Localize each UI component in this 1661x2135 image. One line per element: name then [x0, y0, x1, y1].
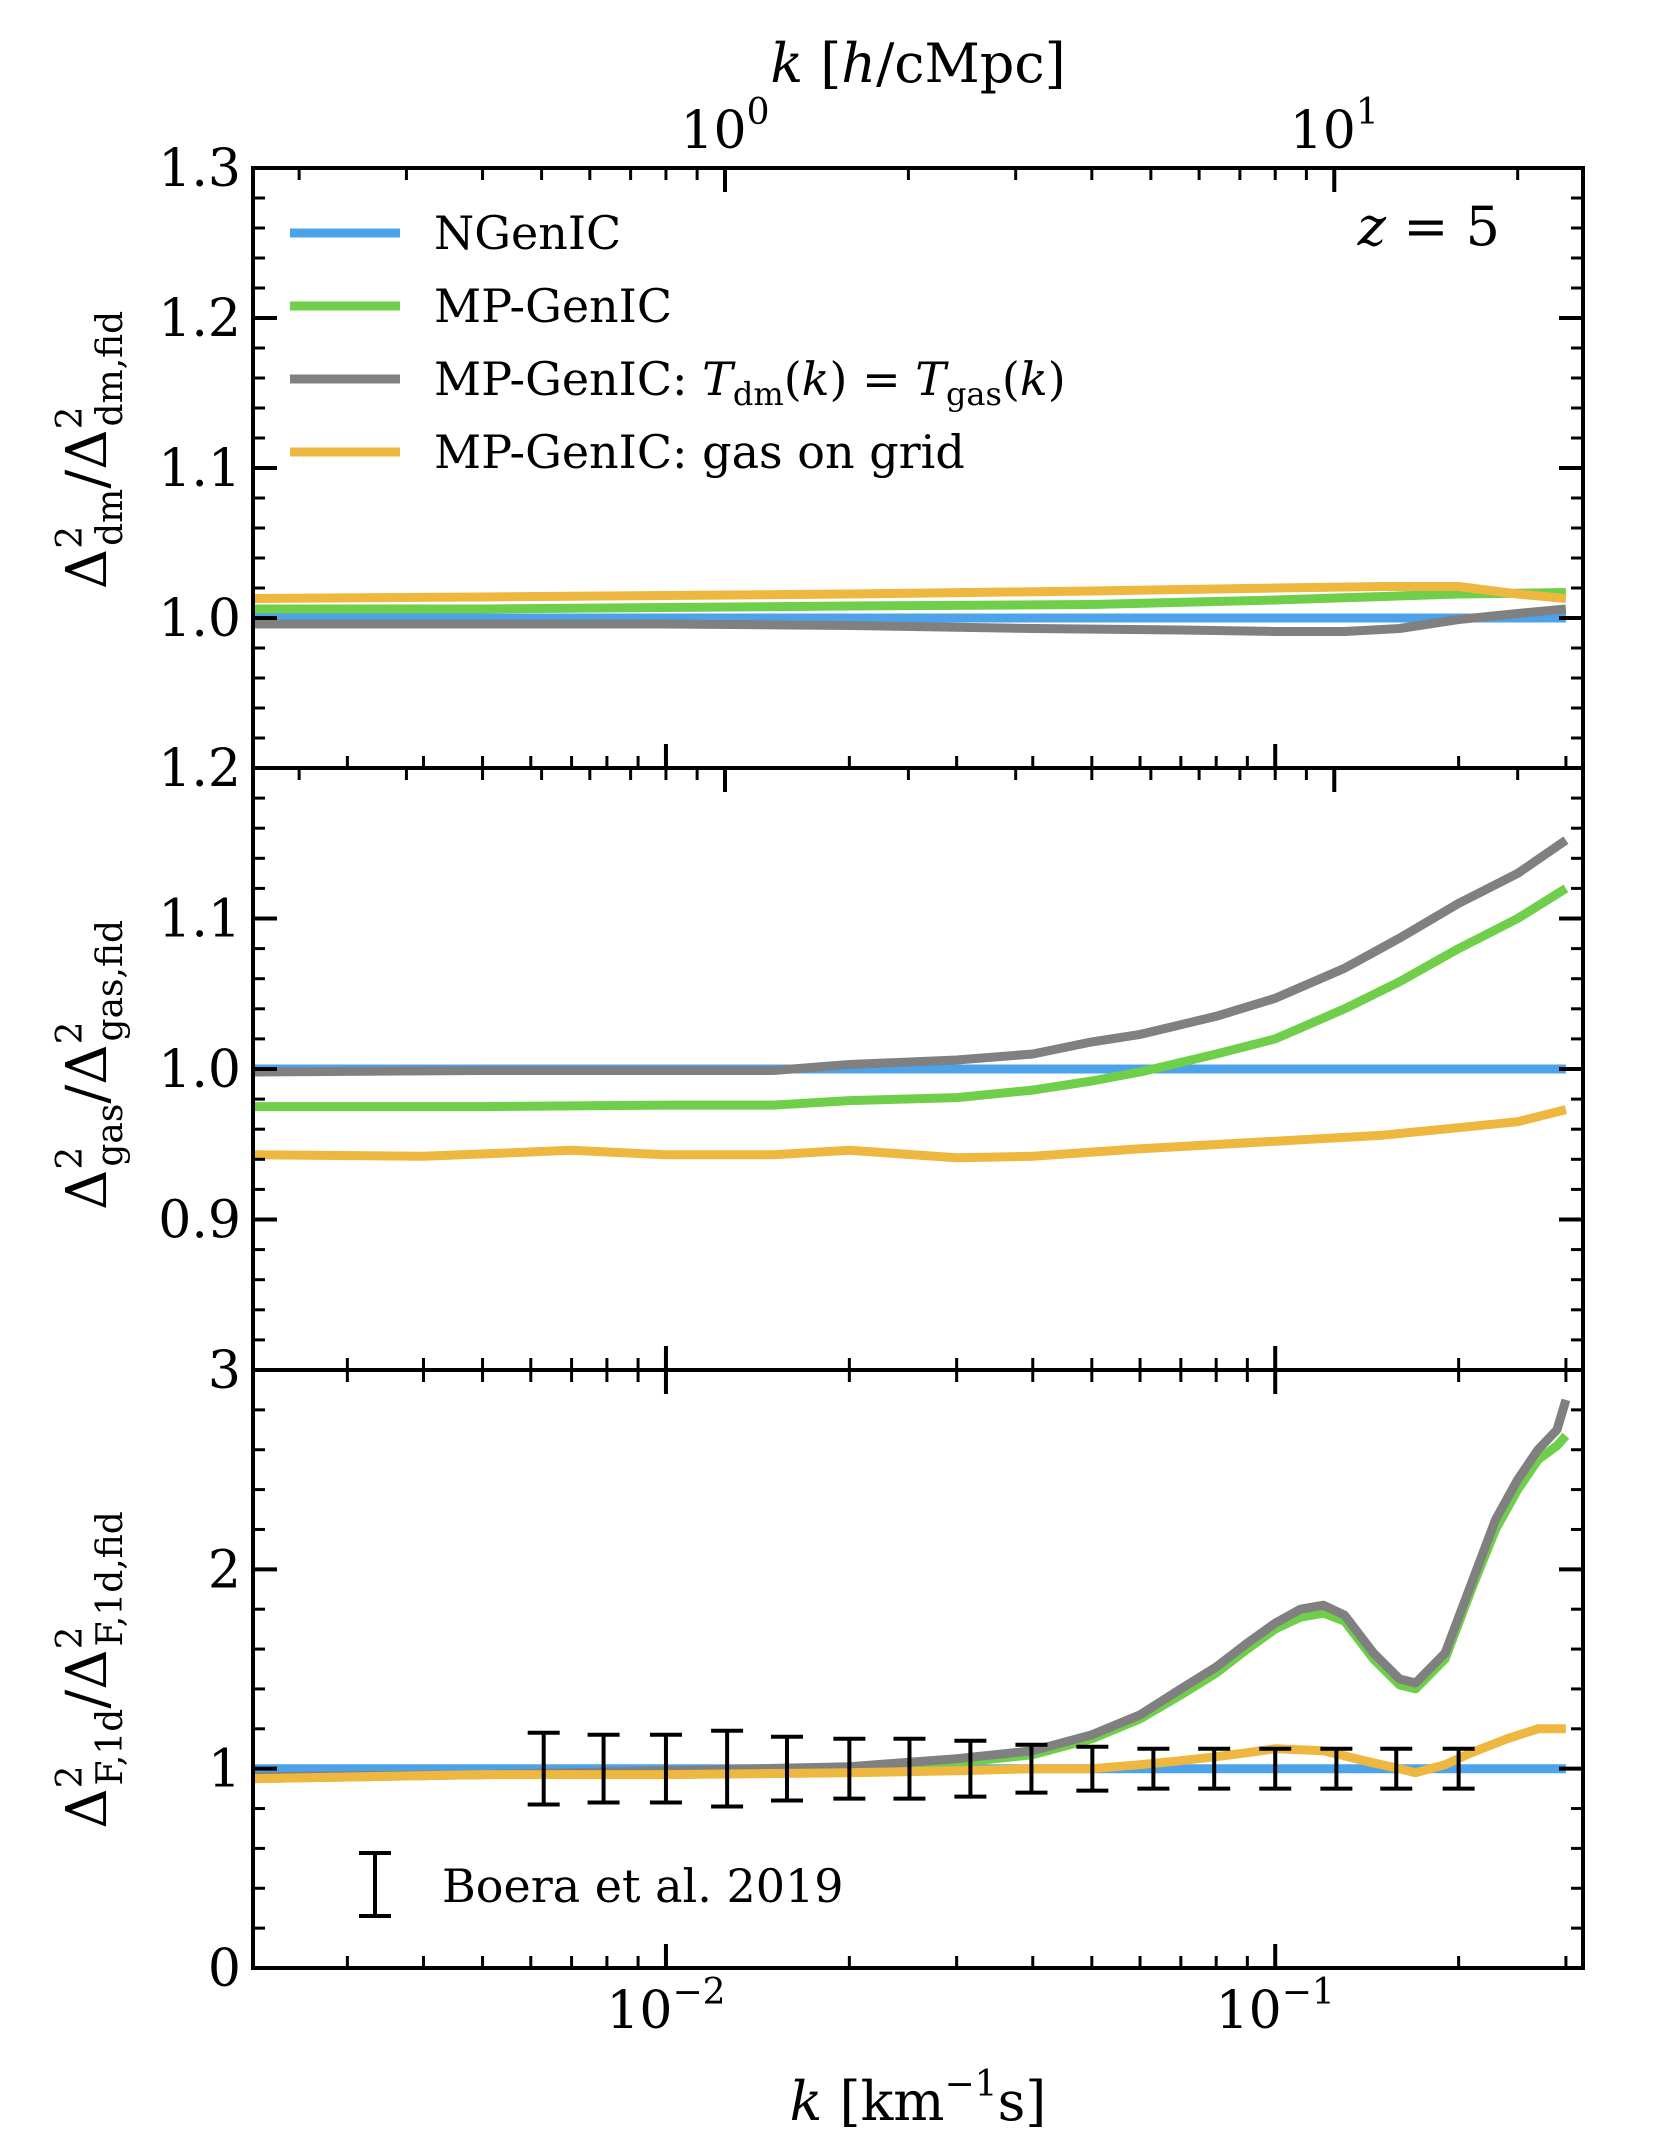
top-xtick-label: 101: [1290, 92, 1379, 161]
ytick-label-top: 1.0: [158, 589, 241, 649]
panel-top: 1.0 1.1 1.2 1.3 100 101: [158, 92, 1585, 770]
legend-label: MP-GenIC: [434, 279, 672, 333]
series-line-mp-genic-panel-middle: [253, 884, 1569, 1112]
panel-middle: 0.9 1.0 1.1 1.2: [158, 739, 1585, 1372]
series-line-mp-genic-panel-top: [253, 588, 1566, 614]
errorbar-legend-label: Boera et al. 2019: [442, 1859, 844, 1913]
ytick-label-middle: 1.0: [158, 1040, 241, 1100]
ytick-label-middle: 1.1: [158, 890, 241, 950]
errorbar-point: [1442, 1746, 1475, 1791]
legend-label: MP-GenIC: Tdm(k) = Tgas(k): [434, 352, 1066, 413]
errorbar-point: [1015, 1742, 1048, 1795]
ytick-label-bottom: 2: [208, 1540, 241, 1600]
legend-label: NGenIC: [434, 206, 621, 260]
legend-entry: NGenIC: [290, 206, 621, 260]
series-line-mp-genic-gas-on-grid-panel-middle: [253, 1105, 1567, 1163]
ytick-label-top: 1.3: [158, 139, 241, 199]
errorbar-point: [1380, 1746, 1413, 1791]
series-line-mp-genic-t-dm-k-t-gas-k--panel-top: [253, 604, 1567, 636]
errorbar-point: [954, 1738, 987, 1799]
panel-bottom: 0 1 2 3 10−2 10−1: [208, 1341, 1585, 2041]
errorbar-point: [711, 1728, 744, 1809]
ytick-label-middle: 0.9: [158, 1191, 241, 1251]
errorbar-point: [1198, 1746, 1231, 1791]
top-xlabel: k [h/cMpc]: [770, 32, 1065, 95]
series-line-mp-genic-gas-on-grid-panel-top: [253, 582, 1567, 603]
errorbar-point: [587, 1732, 620, 1805]
errorbar-point: [1320, 1746, 1353, 1791]
errorbar-point: [1076, 1744, 1109, 1793]
series-line-mp-genic-gas-on-grid-panel-bottom: [253, 1724, 1566, 1784]
errorbar-legend: Boera et al. 2019: [359, 1851, 844, 1918]
legend-entry: MP-GenIC: [290, 279, 672, 333]
axes-frame-bottom: [251, 1368, 1585, 1970]
legend-entry: MP-GenIC: gas on grid: [290, 425, 965, 479]
top-xtick-label: 100: [680, 92, 769, 161]
legend: NGenIC MP-GenIC MP-GenIC: Tdm(k) = Tgas(k)…: [290, 206, 1066, 479]
bottom-xtick-label: 10−1: [1216, 1972, 1335, 2041]
errorbar-point: [770, 1734, 803, 1803]
redshift-annotation: z = 5: [1357, 195, 1500, 258]
errorbar-point: [893, 1736, 926, 1801]
legend-label: MP-GenIC: gas on grid: [434, 425, 965, 479]
errorbar-point: [1137, 1746, 1170, 1791]
ytick-label-bottom: 3: [208, 1341, 241, 1401]
errorbar-point: [649, 1732, 682, 1805]
ytick-label-bottom: 1: [208, 1740, 241, 1800]
ytick-label-bottom: 0: [208, 1939, 241, 1999]
bottom-xtick-label: 10−2: [606, 1972, 725, 2041]
ytick-label-top: 1.2: [158, 289, 241, 349]
errorbar-point: [527, 1730, 560, 1807]
bottom-xlabel: k [km−1s]: [790, 2064, 1047, 2133]
errorbar-point: [1259, 1746, 1292, 1791]
series-line-mp-genic-t-dm-k-t-gas-k--panel-bottom: [253, 1398, 1571, 1782]
series-line-mp-genic-t-dm-k-t-gas-k--panel-middle: [253, 836, 1569, 1077]
errorbar-point: [833, 1736, 866, 1801]
ytick-label-top: 1.1: [158, 439, 241, 499]
ytick-label-middle: 1.2: [158, 739, 241, 799]
legend-entry: MP-GenIC: Tdm(k) = Tgas(k): [290, 352, 1066, 413]
